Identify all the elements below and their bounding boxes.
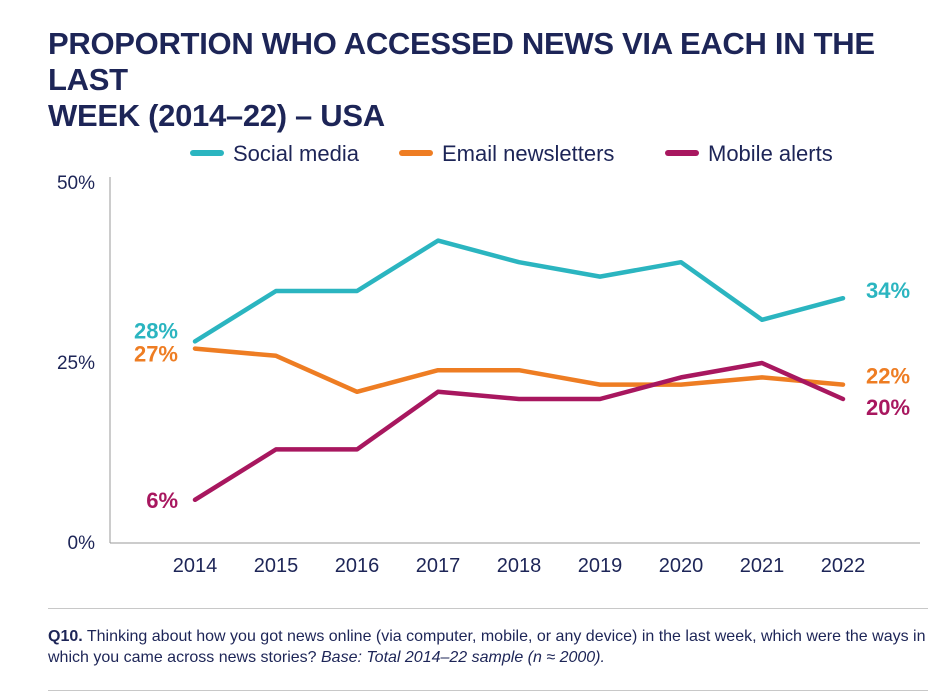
x-tick-label: 2020: [659, 555, 704, 577]
footer-note: Q10. Thinking about how you got news onl…: [48, 626, 928, 668]
question-label: Q10.: [48, 628, 83, 645]
data-label-start: 6%: [146, 488, 178, 513]
y-tick-label: 50%: [57, 173, 95, 194]
series-line: [192, 238, 846, 344]
chart-title: PROPORTION WHO ACCESSED NEWS VIA EACH IN…: [48, 26, 928, 134]
x-tick-label: 2014: [173, 555, 218, 577]
x-tick-label: 2019: [578, 555, 623, 577]
data-label-end: 22%: [866, 364, 910, 389]
line-chart: 0% 25% 50% 2014 2015 2016 2017 2018 2019 2020 2021…: [57, 141, 920, 577]
data-label-start: 28%: [134, 318, 178, 343]
chart-title-line-1: PROPORTION WHO ACCESSED NEWS VIA EACH IN…: [48, 26, 875, 97]
legend-label: Social media: [233, 141, 360, 166]
base-note: Base: Total 2014–22 sample (n ≈ 2000).: [321, 649, 605, 666]
data-label-start: 27%: [134, 342, 178, 367]
footer-divider-bottom: [48, 690, 928, 691]
series-line: [192, 346, 846, 395]
x-tick-label: 2021: [740, 555, 785, 577]
x-tick-label: 2018: [497, 555, 542, 577]
legend-label: Email newsletters: [442, 141, 614, 166]
series-line: [192, 360, 846, 503]
y-tick-label: 25%: [57, 353, 95, 374]
x-tick-label: 2016: [335, 555, 380, 577]
data-label-end: 20%: [866, 395, 910, 420]
y-tick-label: 0%: [68, 533, 96, 554]
data-label-end: 34%: [866, 278, 910, 303]
x-tick-label: 2015: [254, 555, 299, 577]
chart-title-line-2: WEEK (2014–22) – USA: [48, 98, 385, 133]
x-tick-label: 2017: [416, 555, 461, 577]
x-tick-label: 2022: [821, 555, 866, 577]
question-text: Thinking about how you got news online (…: [48, 628, 926, 666]
legend-label: Mobile alerts: [708, 141, 833, 166]
footer-divider-top: [48, 608, 928, 609]
